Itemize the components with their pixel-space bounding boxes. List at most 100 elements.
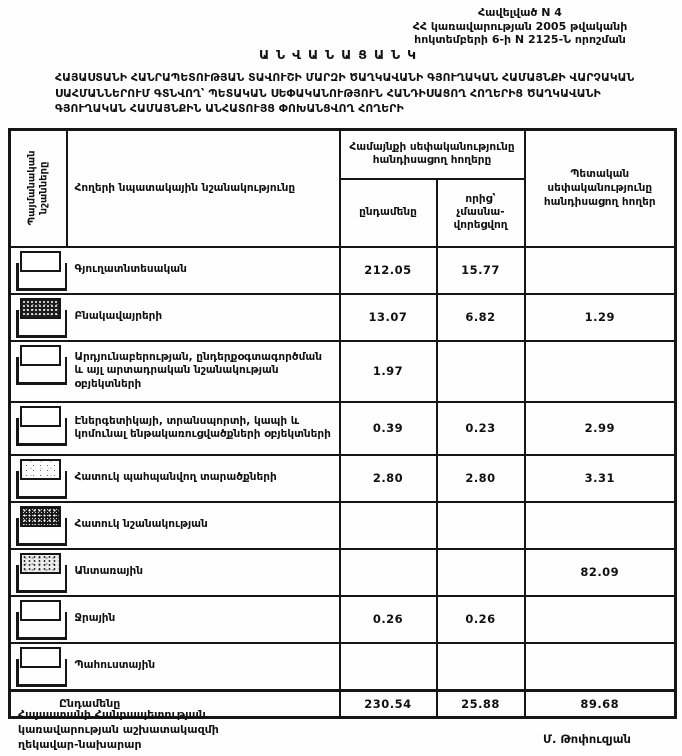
legend-symbol <box>12 599 67 641</box>
nonprivatizable-value <box>435 547 526 597</box>
legend-symbol-cell <box>8 547 67 597</box>
legend-symbol-cell <box>8 641 67 691</box>
legend-patch-icon <box>20 458 61 480</box>
legend-outline-icon <box>16 417 67 446</box>
table-row-energy-transport: Էներգետիկայի, տրանսպորտի, կապի և կոմունա… <box>8 400 677 456</box>
state-owned-value: 3.31 <box>523 453 677 503</box>
community-total-value: 13.07 <box>338 292 438 342</box>
legend-symbol-cell <box>8 400 67 456</box>
land-purpose-label: Ջրային <box>66 594 341 644</box>
legend-outline-icon <box>16 470 67 499</box>
nonprivatizable-value <box>435 641 526 691</box>
legend-patch-icon <box>20 344 61 366</box>
nonprivatizable-value: 0.23 <box>435 400 526 456</box>
state-owned-value <box>523 594 677 644</box>
state-owned-value: 2.99 <box>523 400 677 456</box>
legend-outline-icon <box>16 611 67 640</box>
nonprivatizable-value <box>435 339 526 403</box>
table-row-reserve: Պահուստային <box>8 641 677 691</box>
state-owned-value: 82.09 <box>523 547 677 597</box>
table-row-forest: Անտառային 82.09 <box>8 547 677 597</box>
community-total-value <box>338 641 438 691</box>
legend-patch-icon <box>20 552 61 574</box>
legend-patch-icon <box>20 405 61 427</box>
legend-symbol <box>12 405 67 448</box>
table-row-agricultural: Գյուղատնտեսական 212.05 15.77 <box>8 245 677 295</box>
legend-patch-icon <box>20 599 61 621</box>
community-total-value: 212.05 <box>338 245 438 295</box>
table-row-industrial: Արդյունաբերության, ընդերքօգտագործման և ա… <box>8 339 677 403</box>
community-total-value: 0.26 <box>338 594 438 644</box>
legend-symbol <box>12 646 67 689</box>
state-owned-value <box>523 245 677 295</box>
legend-patch-icon <box>20 505 61 527</box>
table-row-water: Ջրային 0.26 0.26 <box>8 594 677 644</box>
legend-symbol <box>12 552 67 594</box>
land-table: Պայմանական նշանները Հողերի նպատակային նշ… <box>8 128 678 719</box>
nonprivatizable-value: 2.80 <box>435 453 526 503</box>
total-state-owned-value: 89.68 <box>523 688 677 718</box>
legend-symbol-cell <box>8 245 67 295</box>
header-community-group: Համայնքի սեփականությունը հանդիսացող հողե… <box>338 128 526 180</box>
appendix-reference: Հավելված N 4 ՀՀ կառավարության 2005 թվակա… <box>412 6 628 46</box>
legend-outline-icon <box>16 564 67 593</box>
community-total-value: 0.39 <box>338 400 438 456</box>
state-owned-value <box>523 641 677 691</box>
state-owned-value: 1.29 <box>523 292 677 342</box>
legend-symbol <box>12 297 67 339</box>
nonprivatizable-value: 0.26 <box>435 594 526 644</box>
legend-outline-icon <box>16 356 67 385</box>
legend-outline-icon <box>16 309 67 338</box>
total-nonprivatizable-value: 25.88 <box>435 688 526 718</box>
land-purpose-label: Անտառային <box>66 547 341 597</box>
legend-outline-icon <box>16 517 67 546</box>
nonprivatizable-value <box>435 500 526 550</box>
table-total-row: Ընդամենը 230.54 25.88 89.68 <box>8 688 677 718</box>
land-purpose-label: Գյուղատնտեսական <box>66 245 341 295</box>
community-total-value <box>338 500 438 550</box>
nonprivatizable-value: 6.82 <box>435 292 526 342</box>
legend-symbol-cell <box>8 594 67 644</box>
header-state-owned: Պետական սեփականությունը հանդիսացող հողեր <box>523 128 677 248</box>
community-total-value: 1.97 <box>338 339 438 403</box>
table-row-special-purpose: Հատուկ նշանակության <box>8 500 677 550</box>
nonprivatizable-value: 15.77 <box>435 245 526 295</box>
header-symbols-label: Պայմանական նշանները <box>26 150 50 226</box>
land-purpose-label: Հատուկ պահպանվող տարածքների <box>66 453 341 503</box>
land-purpose-label: Էներգետիկայի, տրանսպորտի, կապի և կոմունա… <box>66 400 341 456</box>
header-purpose: Հողերի նպատակային նշանակությունը <box>65 128 341 248</box>
community-total-value <box>338 547 438 597</box>
header-nonprivatizable-sub: որից՝ չմասնա- վորեցվող <box>435 177 526 248</box>
table-row-protected-areas: Հատուկ պահպանվող տարածքների 2.80 2.80 3.… <box>8 453 677 503</box>
legend-outline-icon <box>16 658 67 687</box>
legend-symbol <box>12 505 67 547</box>
legend-symbol-cell <box>8 500 67 550</box>
header-total-sub: ընդամենը <box>338 177 438 248</box>
state-owned-value <box>523 500 677 550</box>
legend-symbol-cell <box>8 292 67 342</box>
header-symbols-cell: Պայմանական նշանները <box>8 128 68 248</box>
land-purpose-label: Բնակավայրերի <box>66 292 341 342</box>
table-header-row-1: Պայմանական նշանները Հողերի նպատակային նշ… <box>8 128 677 248</box>
community-total-value: 2.80 <box>338 453 438 503</box>
page-title: ԱՆՎԱՆԱՑԱՆԿ <box>258 47 424 62</box>
total-label: Ընդամենը <box>8 688 341 718</box>
signatory-title: Հայաստանի Հանրապետության կառավարության ա… <box>18 708 219 751</box>
total-community-value: 230.54 <box>338 688 438 718</box>
legend-patch-icon <box>20 250 61 272</box>
land-purpose-label: Հատուկ նշանակության <box>66 500 341 550</box>
state-owned-value <box>523 339 677 403</box>
document-subtitle: ՀԱՅԱՍՏԱՆԻ ՀԱՆՐԱՊԵՏՈՒԹՅԱՆ ՏԱՎՈՒՇԻ ՄԱՐԶԻ Ծ… <box>55 71 635 115</box>
legend-symbol <box>12 250 67 292</box>
legend-symbol-cell <box>8 453 67 503</box>
legend-symbol-cell <box>8 339 67 403</box>
signatory-name: Մ. Թոփուզյան <box>543 732 631 746</box>
legend-patch-icon <box>20 646 61 668</box>
table-row-residential: Բնակավայրերի 13.07 6.82 1.29 <box>8 292 677 342</box>
legend-symbol <box>12 344 67 387</box>
land-purpose-label: Պահուստային <box>66 641 341 691</box>
legend-patch-icon <box>20 297 61 319</box>
legend-symbol <box>12 458 67 500</box>
land-purpose-label: Արդյունաբերության, ընդերքօգտագործման և ա… <box>66 339 341 403</box>
